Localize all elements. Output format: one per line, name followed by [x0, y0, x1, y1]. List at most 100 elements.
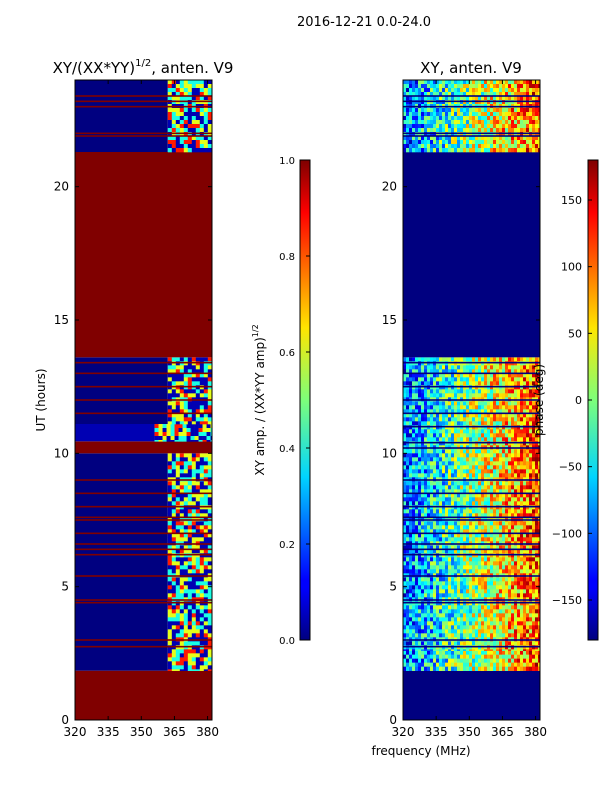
heatmap-cell	[451, 369, 455, 374]
heatmap-cell	[436, 469, 440, 474]
heatmap-cell	[463, 581, 467, 586]
heatmap-cell	[460, 449, 464, 454]
heatmap-cell	[439, 493, 443, 498]
heatmap-cell	[433, 662, 437, 667]
heatmap-cell	[412, 505, 416, 510]
heatmap-cell	[427, 80, 431, 85]
heatmap-cell	[415, 505, 419, 510]
heatmap-cell	[203, 120, 209, 125]
heatmap-cell	[415, 501, 419, 506]
heatmap-cell	[457, 469, 461, 474]
heatmap-cell	[445, 609, 449, 614]
heatmap-cell	[523, 473, 527, 478]
heatmap-cell	[433, 369, 437, 374]
heatmap-cell	[183, 613, 189, 618]
heatmap-cell	[529, 609, 533, 614]
heatmap-cell	[487, 569, 491, 574]
heatmap-cell	[454, 485, 458, 490]
heatmap-cell	[526, 84, 530, 89]
heatmap-cell	[499, 629, 503, 634]
heatmap-cell	[415, 413, 419, 418]
heatmap-cell	[183, 469, 189, 474]
heatmap-cell	[415, 533, 419, 538]
heatmap-cell	[199, 601, 205, 606]
heatmap-cell	[207, 485, 212, 490]
heatmap-cell	[167, 505, 173, 510]
heatmap-cell	[445, 409, 449, 414]
heatmap-cell	[466, 421, 470, 426]
heatmap-cell	[466, 533, 470, 538]
heatmap-cell	[427, 485, 431, 490]
heatmap-cell	[194, 428, 199, 433]
heatmap-cell	[520, 433, 524, 438]
heatmap-cell	[535, 433, 539, 438]
heatmap-cell	[433, 577, 437, 582]
heatmap-cell	[187, 613, 193, 618]
heatmap-cell	[207, 120, 212, 125]
heatmap-cell	[523, 609, 527, 614]
heatmap-cell	[454, 662, 458, 667]
heatmap-cell	[499, 461, 503, 466]
heatmap-cell	[529, 666, 533, 671]
heatmap-cell	[191, 585, 197, 590]
heatmap-cell	[511, 553, 515, 558]
heatmap-cell	[203, 613, 209, 618]
heatmap-cell	[427, 654, 431, 659]
heatmap-cell	[523, 441, 527, 446]
right-region-0	[403, 670, 540, 720]
heatmap-cell	[508, 413, 512, 418]
heatmap-cell	[424, 581, 428, 586]
heatmap-cell	[167, 645, 173, 650]
heatmap-cell	[207, 365, 212, 370]
heatmap-cell	[535, 80, 539, 85]
y-tick-label: 0	[61, 713, 69, 727]
heatmap-cell	[442, 553, 446, 558]
heatmap-cell	[508, 650, 512, 655]
heatmap-cell	[199, 393, 205, 398]
heatmap-cell	[496, 453, 500, 458]
heatmap-cell	[199, 581, 205, 586]
heatmap-cell	[442, 593, 446, 598]
heatmap-cell	[409, 481, 413, 486]
heatmap-cell	[529, 658, 533, 663]
heatmap-cell	[445, 401, 449, 406]
heatmap-cell	[436, 377, 440, 382]
heatmap-cell	[207, 653, 212, 658]
heatmap-cell	[517, 585, 521, 590]
heatmap-cell	[499, 589, 503, 594]
heatmap-cell	[210, 436, 212, 441]
heatmap-cell	[481, 433, 485, 438]
heatmap-cell	[508, 425, 512, 430]
heatmap-cell	[517, 613, 521, 618]
heatmap-cell	[508, 529, 512, 534]
heatmap-cell	[442, 650, 446, 655]
heatmap-cell	[448, 469, 452, 474]
heatmap-cell	[439, 357, 443, 362]
heatmap-cell	[409, 421, 413, 426]
heatmap-cell	[427, 650, 431, 655]
heatmap-cell	[538, 593, 540, 598]
heatmap-cell	[430, 513, 434, 518]
heatmap-cell	[421, 377, 425, 382]
heatmap-cell	[451, 593, 455, 598]
heatmap-cell	[478, 417, 482, 422]
heatmap-cell	[415, 409, 419, 414]
heatmap-cell	[469, 549, 473, 554]
heatmap-cell	[154, 432, 159, 437]
heatmap-cell	[412, 650, 416, 655]
heatmap-cell	[520, 654, 524, 659]
heatmap-cell	[175, 96, 181, 101]
heatmap-cell	[460, 633, 464, 638]
heatmap-cell	[415, 369, 419, 374]
heatmap-cell	[493, 481, 497, 486]
heatmap-cell	[191, 489, 197, 494]
heatmap-cell	[433, 393, 437, 398]
heatmap-cell	[472, 581, 476, 586]
heatmap-cell	[496, 501, 500, 506]
heatmap-cell	[460, 497, 464, 502]
heatmap-cell	[463, 525, 467, 530]
heatmap-cell	[203, 136, 209, 141]
heatmap-cell	[496, 569, 500, 574]
heatmap-cell	[448, 377, 452, 382]
heatmap-cell	[460, 617, 464, 622]
